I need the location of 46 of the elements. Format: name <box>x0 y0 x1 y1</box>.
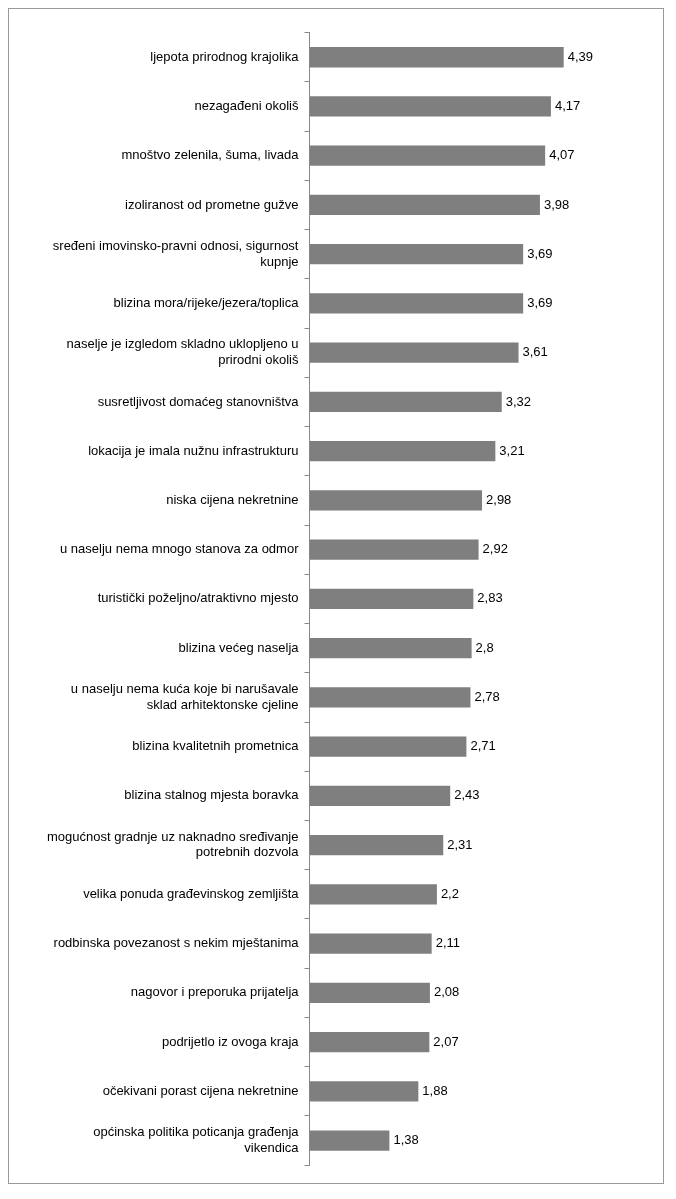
y-tick-label: niska cijena nekretnine <box>166 491 299 507</box>
y-tick-label: općinska politika poticanja građenja vikendica <box>93 1124 300 1155</box>
data-label: 2,98 <box>486 491 512 507</box>
y-tick-label: blizina većeg naselja <box>178 639 300 655</box>
data-label: 2,31 <box>447 836 473 852</box>
data-label: 4,17 <box>554 98 581 114</box>
y-tick-label: u naselju nema mnogo stanova za odmor <box>60 541 300 557</box>
y-tick-label: susretljivost domaćeg stanovništva <box>97 393 300 409</box>
data-label: 1,38 <box>393 1132 419 1148</box>
y-tick-label: u naselju nema kuća koje bi narušavale sklad arhitektonske cjeline <box>70 681 299 712</box>
y-tick-label: očekivani porast cijena nekretnine <box>102 1082 299 1098</box>
data-label: 2,2 <box>440 885 459 901</box>
data-label: 3,69 <box>527 295 553 311</box>
data-label: 3,69 <box>527 245 553 261</box>
y-tick-label: turistički poželjno/atraktivno mjesto <box>97 590 299 606</box>
data-label: 2,08 <box>433 984 460 1000</box>
y-tick-label: naselje je izgledom skladno uklopljeno u prirodni okoliš <box>66 336 299 368</box>
y-tick-label: sređeni imovinsko-pravni odnosi, sigurnost kupnje <box>52 237 299 269</box>
data-label: 2,71 <box>470 738 496 754</box>
y-tick-label: blizina mora/rijeke/jezera/toplica <box>113 295 300 311</box>
data-label: 2,83 <box>477 590 503 606</box>
data-label: 2,11 <box>435 935 461 951</box>
data-label: 2,43 <box>454 787 480 803</box>
y-tick-label: ljepota prirodnog krajolika <box>150 48 300 64</box>
data-label: 4,07 <box>549 147 575 163</box>
data-label: 2,92 <box>482 541 508 557</box>
data-label: 3,32 <box>505 393 532 409</box>
data-label: 3,98 <box>543 196 570 212</box>
y-tick-label: izoliranost od prometne gužve <box>125 196 299 212</box>
data-label: 3,61 <box>522 344 548 360</box>
y-tick-label: nezagađeni okoliš <box>194 98 299 114</box>
data-label: 3,21 <box>499 442 525 458</box>
y-tick-label: podrijetlo iz ovoga kraja <box>161 1033 300 1049</box>
y-tick-label: blizina stalnog mjesta boravka <box>124 787 300 803</box>
data-label: 2,78 <box>474 688 500 704</box>
data-label: 1,88 <box>422 1082 448 1098</box>
data-label: 2,07 <box>433 1033 459 1049</box>
y-tick-label: rodbinska povezanost s nekim mještanima <box>53 935 300 951</box>
data-label: 2,8 <box>475 639 494 655</box>
y-tick-label: mogućnost gradnje uz naknadno sređivanje potrebnih dozvola <box>46 828 300 860</box>
y-tick-label: nagovor i preporuka prijatelja <box>130 984 300 1000</box>
data-label: 4,39 <box>567 48 593 64</box>
y-tick-label: mnoštvo zelenila, šuma, livada <box>121 147 300 163</box>
y-tick-label: blizina kvalitetnih prometnica <box>132 738 300 754</box>
y-tick-label: velika ponuda građevinskog zemljišta <box>83 885 300 901</box>
y-tick-label: lokacija je imala nužnu infrastrukturu <box>88 442 299 458</box>
